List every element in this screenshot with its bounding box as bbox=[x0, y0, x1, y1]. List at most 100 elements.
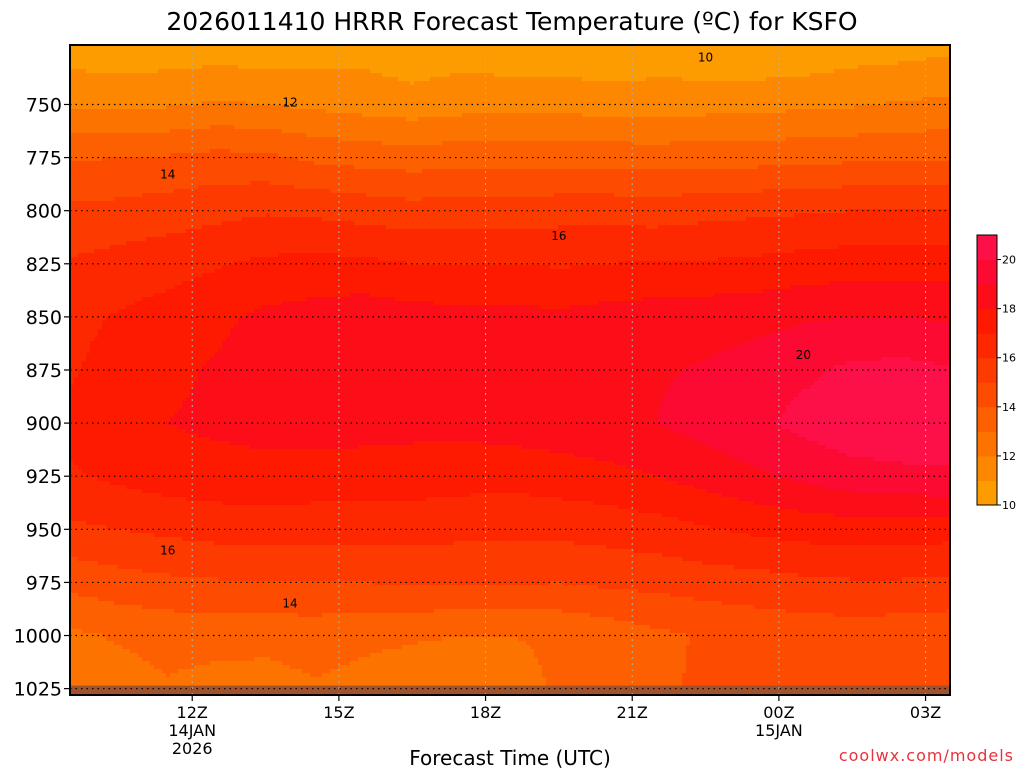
temperature-cell bbox=[378, 257, 719, 262]
contour-label: 16 bbox=[160, 544, 175, 558]
temperature-cell bbox=[178, 425, 667, 430]
temperature-cell bbox=[70, 469, 83, 474]
temperature-cell bbox=[682, 193, 950, 198]
temperature-cell bbox=[98, 597, 695, 602]
temperature-cell bbox=[70, 125, 211, 130]
colorbar-swatch bbox=[977, 406, 997, 432]
temperature-cell bbox=[634, 621, 950, 626]
temperature-cell bbox=[250, 257, 379, 262]
temperature-cell bbox=[326, 109, 787, 114]
temperature-cell bbox=[294, 185, 843, 190]
temperature-cell bbox=[646, 225, 659, 230]
temperature-cell bbox=[70, 109, 327, 114]
temperature-cell bbox=[834, 513, 950, 518]
temperature-cell bbox=[86, 521, 695, 526]
temperature-cell bbox=[534, 653, 687, 658]
temperature-cell bbox=[582, 113, 707, 118]
temperature-cell bbox=[570, 305, 950, 310]
temperature-cell bbox=[846, 209, 950, 214]
temperature-cell bbox=[126, 241, 950, 246]
temperature-cell bbox=[366, 193, 555, 198]
temperature-cell bbox=[70, 309, 119, 314]
temperature-cell bbox=[70, 221, 223, 226]
temperature-cell bbox=[114, 641, 419, 646]
x-tick-label: 03Z bbox=[910, 703, 941, 722]
temperature-cell bbox=[70, 581, 375, 586]
temperature-cell bbox=[614, 617, 950, 622]
temperature-cell bbox=[354, 165, 759, 170]
temperature-cell bbox=[218, 577, 851, 582]
temperature-cell bbox=[70, 525, 107, 530]
y-tick-label: 1000 bbox=[14, 626, 62, 648]
temperature-cell bbox=[70, 453, 575, 458]
temperature-cell bbox=[70, 145, 950, 150]
temperature-cell bbox=[70, 101, 203, 106]
temperature-cell bbox=[670, 141, 950, 146]
temperature-cell bbox=[730, 529, 950, 534]
temperature-cell bbox=[234, 325, 791, 330]
temperature-cell bbox=[210, 357, 707, 362]
temperature-cell bbox=[70, 569, 143, 574]
temperature-cell bbox=[114, 601, 723, 606]
temperature-cell bbox=[70, 201, 950, 206]
temperature-cell bbox=[70, 413, 175, 418]
y-tick-label: 825 bbox=[26, 254, 62, 276]
temperature-cell bbox=[694, 437, 807, 442]
temperature-cell bbox=[70, 361, 83, 366]
temperature-cell bbox=[714, 293, 950, 298]
temperature-cell bbox=[330, 189, 763, 194]
temperature-cell bbox=[766, 469, 950, 474]
temperature-cell bbox=[194, 381, 671, 386]
temperature-cell bbox=[686, 657, 950, 662]
temperature-cell bbox=[70, 389, 191, 394]
temperature-cell bbox=[70, 233, 167, 238]
chart-title: 2026011410 HRRR Forecast Temperature (ºC… bbox=[166, 7, 857, 36]
temperature-cell bbox=[226, 337, 755, 342]
temperature-cell bbox=[694, 521, 950, 526]
temperature-cell bbox=[210, 661, 283, 666]
temperature-cell bbox=[530, 645, 687, 650]
temperature-cell bbox=[70, 641, 115, 646]
colorbar-swatch bbox=[977, 382, 997, 408]
axes: 750 775 800 825 850 875 900 925 950 975 1000 1025 12… bbox=[14, 44, 951, 758]
temperature-cell bbox=[350, 661, 539, 666]
colorbar-swatch bbox=[977, 480, 997, 506]
temperature-cell bbox=[70, 333, 99, 338]
temperature-cell bbox=[666, 389, 803, 394]
temperature-cell bbox=[210, 437, 695, 442]
temperature-cell bbox=[330, 669, 543, 674]
temperature-cell bbox=[798, 509, 950, 514]
temperature-cell bbox=[70, 161, 315, 166]
temperature-cell bbox=[70, 241, 127, 246]
temperature-cell bbox=[310, 501, 595, 506]
temperature-cell bbox=[886, 101, 950, 106]
temperature-cell bbox=[398, 77, 431, 82]
temperature-cell bbox=[270, 181, 950, 186]
x-tick-label: 12Z bbox=[177, 703, 208, 722]
temperature-cell bbox=[70, 553, 663, 558]
temperature-cell bbox=[798, 573, 950, 578]
temperature-cell bbox=[102, 157, 299, 162]
y-tick-label: 800 bbox=[26, 201, 62, 223]
temperature-cell bbox=[194, 277, 950, 282]
x-tick-label: 15JAN bbox=[755, 721, 803, 740]
temperature-cell bbox=[686, 661, 950, 666]
temperature-cell bbox=[470, 493, 531, 498]
temperature-cell bbox=[70, 529, 131, 534]
temperature-cell bbox=[70, 261, 235, 266]
temperature-cell bbox=[70, 477, 99, 482]
temperature-cell bbox=[86, 473, 655, 478]
temperature-cell bbox=[282, 301, 435, 306]
temperature-cell bbox=[434, 301, 599, 306]
y-tick-label: 950 bbox=[26, 519, 62, 541]
temperature-cell bbox=[138, 653, 371, 658]
temperature-cell bbox=[926, 129, 950, 134]
temperature-cell bbox=[230, 149, 950, 154]
credit-text: coolwx.com/models bbox=[839, 746, 1014, 765]
temperature-cell bbox=[834, 365, 950, 370]
x-tick-label: 00Z bbox=[763, 703, 794, 722]
temperature-cell bbox=[70, 149, 211, 154]
temperature-cell bbox=[738, 497, 950, 502]
temperature-cell bbox=[70, 537, 183, 542]
temperature-cell bbox=[70, 277, 195, 282]
